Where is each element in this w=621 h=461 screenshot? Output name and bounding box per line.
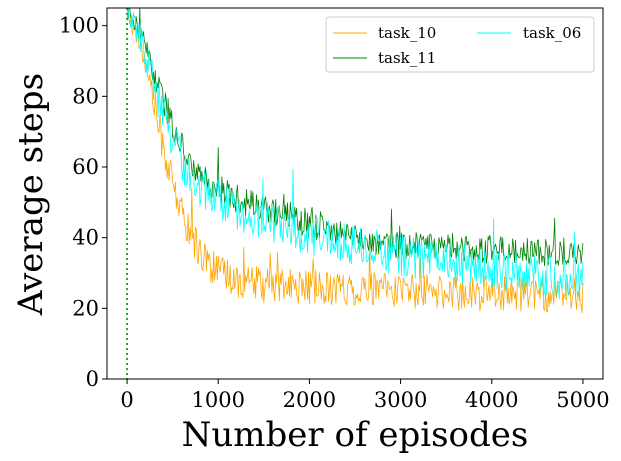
y-tick-label: 40 (72, 226, 99, 250)
x-tick-label: 2000 (283, 388, 336, 412)
legend-label-task-10: task_10 (378, 24, 436, 42)
y-tick-label: 80 (72, 84, 99, 108)
y-tick-label: 100 (59, 14, 99, 38)
y-tick-label: 20 (72, 296, 99, 320)
x-axis-ticks: 0 1000 2000 3000 4000 5000 (120, 379, 610, 412)
series-line-task_11 (127, 8, 584, 267)
y-tick-label: 60 (72, 155, 99, 179)
x-tick-label: 5000 (556, 388, 609, 412)
series-line-task_10 (126, 8, 584, 314)
x-axis-label: Number of episodes (182, 415, 529, 455)
y-tick-label: 0 (86, 367, 99, 391)
x-tick-label: 3000 (374, 388, 427, 412)
x-tick-label: 1000 (192, 388, 245, 412)
x-tick-label: 4000 (465, 388, 518, 412)
series-layer (126, 8, 584, 314)
legend-box (325, 16, 595, 73)
legend-label-task-11: task_11 (378, 49, 436, 67)
series-line-task_06 (126, 8, 584, 301)
x-tick-label: 0 (120, 388, 133, 412)
y-axis-ticks: 0 20 40 60 80 100 (59, 14, 107, 391)
y-axis-label: Average steps (11, 73, 51, 316)
plot-frame (106, 7, 604, 380)
legend-label-task-06: task_06 (523, 24, 581, 42)
legend: task_10 task_11 task_06 (325, 16, 595, 73)
